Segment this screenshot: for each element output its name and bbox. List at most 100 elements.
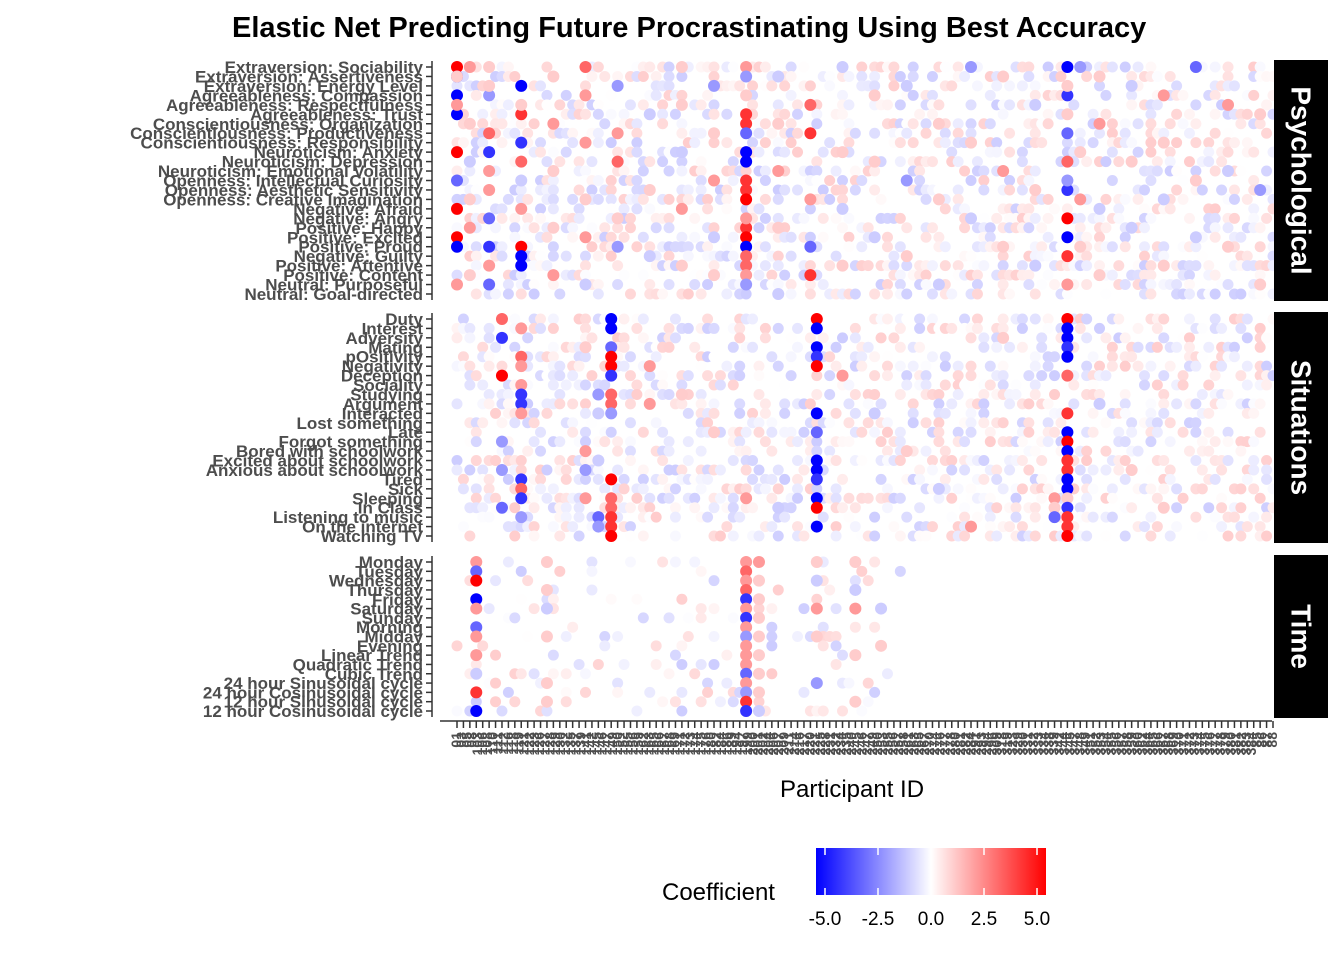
data-point (869, 370, 881, 382)
data-point (740, 630, 753, 643)
data-point (837, 502, 849, 514)
data-point (463, 269, 476, 282)
data-point (714, 370, 726, 382)
data-point (714, 696, 726, 708)
data-point (605, 137, 617, 149)
data-point (869, 388, 881, 400)
data-point (1113, 260, 1125, 272)
data-point (792, 146, 804, 158)
data-point (579, 445, 592, 458)
data-point (1061, 482, 1074, 495)
data-point (535, 322, 547, 334)
x-tick-label: 112 (495, 732, 511, 755)
data-point (971, 511, 983, 523)
data-point (509, 502, 521, 514)
data-point (900, 250, 913, 263)
data-point (1183, 127, 1195, 139)
data-point (457, 483, 469, 495)
data-point (997, 108, 1009, 120)
data-point (451, 222, 463, 234)
data-point (1171, 137, 1183, 149)
data-point (939, 137, 951, 149)
data-point (810, 556, 823, 568)
data-point (900, 79, 913, 92)
data-point (676, 464, 688, 476)
x-tick-label: 121 (516, 732, 532, 756)
data-point (772, 117, 785, 130)
data-point (708, 351, 720, 363)
data-point (1248, 89, 1260, 101)
data-point (740, 492, 753, 505)
data-point (1036, 370, 1048, 382)
data-point (1087, 108, 1099, 120)
data-point (810, 677, 823, 690)
data-point (1235, 445, 1247, 457)
y-tick-label: Midday (364, 628, 423, 647)
x-tick-label: 149 (604, 732, 620, 756)
data-point (740, 658, 753, 671)
data-point (580, 686, 592, 698)
y-tick-label: Bored with schoolwork (236, 442, 424, 461)
data-point (605, 250, 617, 262)
facet-strip: Psychological (1274, 60, 1328, 301)
data-point (875, 193, 887, 205)
data-point (1209, 127, 1221, 139)
data-point (1261, 530, 1273, 542)
data-point (470, 89, 482, 101)
data-point (541, 156, 553, 168)
data-point (984, 436, 996, 448)
data-point (1016, 313, 1028, 325)
data-point (528, 279, 540, 291)
data-point (592, 520, 605, 533)
data-point (901, 260, 913, 272)
data-point (894, 279, 906, 291)
data-point (766, 473, 778, 485)
data-point (1074, 137, 1086, 149)
data-point (644, 388, 656, 400)
data-point (1106, 351, 1118, 363)
data-point (1081, 473, 1093, 485)
data-point (869, 686, 881, 698)
data-point (560, 473, 572, 485)
data-point (502, 193, 514, 205)
data-point (605, 313, 618, 325)
data-point (464, 360, 476, 372)
data-point (464, 530, 476, 542)
data-point (547, 221, 560, 234)
data-point (586, 241, 598, 253)
data-point (650, 70, 662, 82)
data-point (663, 70, 675, 82)
data-point (1209, 61, 1221, 73)
data-point (663, 212, 675, 224)
data-point (490, 575, 502, 587)
data-point (483, 322, 495, 334)
data-point (1145, 511, 1157, 523)
background-points (451, 61, 1279, 300)
data-point (1203, 379, 1215, 391)
x-tick-label: 369 (1165, 732, 1181, 756)
data-point (682, 250, 694, 262)
data-point (792, 322, 804, 334)
data-point (695, 603, 707, 615)
data-point (727, 379, 739, 391)
data-point (1177, 193, 1189, 205)
data-point (1036, 279, 1048, 291)
data-point (470, 260, 482, 272)
data-point (933, 436, 945, 448)
data-point (1042, 417, 1054, 429)
data-point (747, 137, 759, 149)
data-point (856, 175, 868, 186)
data-point (888, 521, 900, 533)
data-point (772, 156, 784, 168)
data-point (1049, 279, 1061, 291)
data-point (1158, 250, 1170, 262)
data-point (657, 379, 669, 391)
data-point (984, 231, 996, 243)
data-point (727, 492, 739, 504)
data-point (515, 269, 527, 281)
data-point (1164, 203, 1176, 215)
data-point (740, 445, 752, 457)
data-point (708, 79, 721, 92)
data-point (644, 241, 656, 253)
data-point (952, 388, 964, 400)
